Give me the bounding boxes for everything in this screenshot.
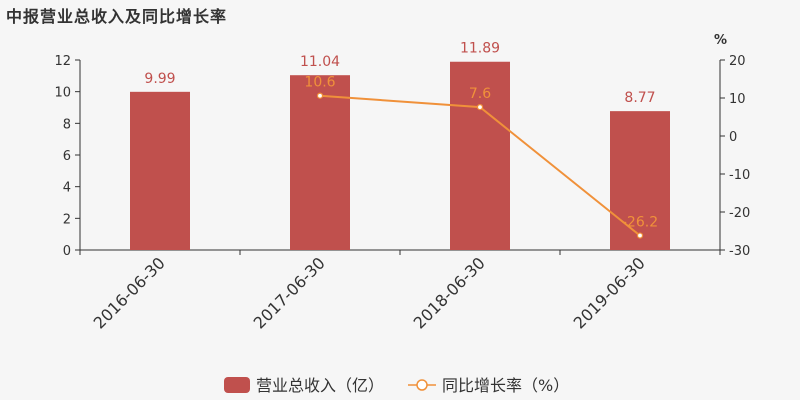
line-value-label: 10.6 (304, 75, 335, 91)
bar-value-label: 11.89 (460, 41, 500, 57)
left-axis-tick-label: 0 (63, 244, 71, 259)
x-axis-category-label: 2016-06-30 (90, 253, 169, 332)
left-axis-tick-label: 2 (63, 212, 71, 227)
right-axis-tick-label: -10 (729, 168, 750, 183)
left-axis-tick-label: 12 (54, 54, 71, 69)
right-axis-tick-label: -20 (729, 206, 750, 221)
left-axis-tick-label: 10 (54, 86, 71, 101)
legend-bar-label: 营业总收入（亿） (256, 376, 384, 395)
x-axis-category-label: 2017-06-30 (250, 253, 329, 332)
bar-value-label: 8.77 (624, 90, 655, 106)
line-value-label: -26.2 (622, 215, 658, 231)
line-point (476, 104, 484, 111)
bar (450, 61, 510, 250)
left-axis-tick-label: 6 (63, 149, 71, 164)
legend-bar-swatch (224, 377, 250, 393)
line-point (636, 232, 644, 239)
bar (290, 75, 350, 250)
right-axis-unit: % (714, 33, 727, 48)
x-axis-category-label: 2018-06-30 (410, 253, 489, 332)
right-axis-tick-label: -30 (729, 244, 750, 259)
right-axis-tick-label: 10 (729, 92, 746, 107)
right-axis-tick-label: 0 (729, 130, 737, 145)
bar-value-label: 11.04 (300, 54, 340, 70)
legend-line-label: 同比增长率（%） (442, 376, 569, 395)
right-axis-tick-label: 20 (729, 54, 746, 69)
left-axis-tick-label: 4 (63, 181, 71, 196)
line-point (316, 92, 324, 99)
legend-line-marker (416, 379, 428, 391)
chart-title: 中报营业总收入及同比增长率 (6, 7, 228, 26)
line-value-label: 7.6 (469, 86, 491, 102)
bar-value-label: 9.99 (144, 71, 175, 87)
bar (130, 91, 190, 250)
x-axis-category-label: 2019-06-30 (570, 253, 649, 332)
bar (610, 111, 670, 251)
left-axis-tick-label: 8 (63, 117, 71, 132)
